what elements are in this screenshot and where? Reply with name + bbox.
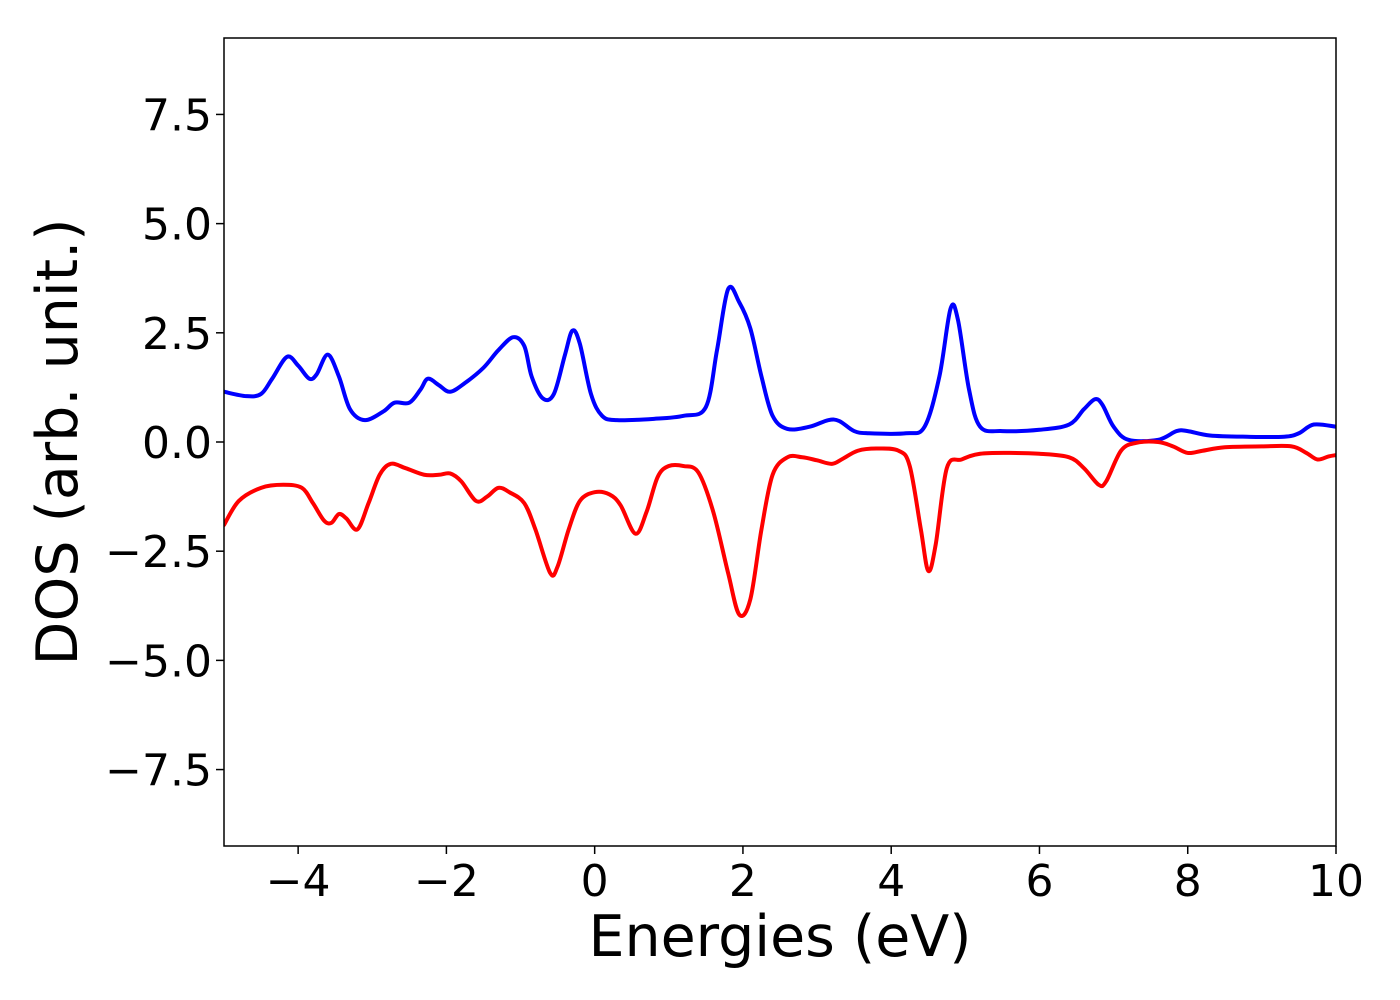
x-axis: −4 −2 0 2 4 6 8 10 bbox=[266, 846, 1364, 907]
y-tick-label: −7.5 bbox=[105, 746, 212, 797]
x-tick-label: −4 bbox=[266, 856, 331, 907]
series-line-spin-up bbox=[224, 284, 1336, 444]
x-tick-label: 6 bbox=[1025, 856, 1053, 907]
y-tick-label: −5.0 bbox=[105, 636, 212, 687]
x-axis-title: Energies (eV) bbox=[588, 904, 971, 970]
series-layer bbox=[224, 284, 1336, 618]
y-tick-label: 5.0 bbox=[142, 200, 212, 251]
x-tick-label: 4 bbox=[877, 856, 905, 907]
x-tick-label: 0 bbox=[581, 856, 609, 907]
y-axis-title: DOS (arb. unit.) bbox=[25, 219, 91, 666]
series-line-spin-down bbox=[224, 439, 1336, 618]
y-tick-label: −2.5 bbox=[105, 527, 212, 578]
x-tick-label: −2 bbox=[414, 856, 479, 907]
y-tick-label: 0.0 bbox=[142, 418, 212, 469]
x-tick-label: 2 bbox=[729, 856, 757, 907]
y-tick-label: 7.5 bbox=[142, 90, 212, 141]
x-tick-label: 8 bbox=[1174, 856, 1202, 907]
x-tick-label: 10 bbox=[1308, 856, 1364, 907]
plot-frame bbox=[223, 37, 1337, 847]
y-axis: 7.5 5.0 2.5 0.0 −2.5 −5.0 −7.5 bbox=[105, 90, 224, 797]
y-tick-label: 2.5 bbox=[142, 309, 212, 360]
